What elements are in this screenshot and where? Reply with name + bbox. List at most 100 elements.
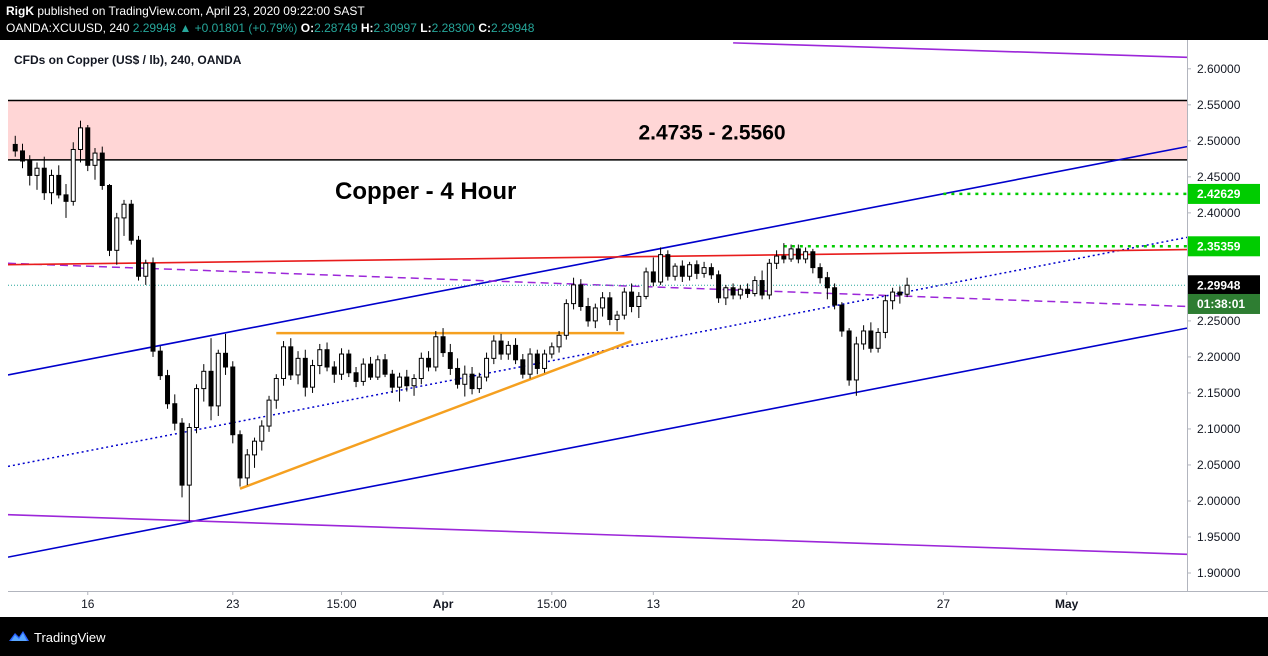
candle-body bbox=[861, 330, 867, 345]
y-tick-label: 2.25000 bbox=[1197, 314, 1241, 328]
price-change: ▲ +0.01801 (+0.79%) bbox=[179, 21, 298, 35]
candle-body bbox=[491, 340, 497, 359]
candle-body bbox=[186, 427, 192, 486]
chart-area[interactable]: 2.4735 - 2.5560 Copper - 4 Hour 2.60000 2.5… bbox=[0, 40, 1268, 617]
candle-body bbox=[687, 264, 693, 277]
candle-body bbox=[78, 127, 84, 150]
close-value: 2.29948 bbox=[490, 21, 535, 35]
x-tick-label: May bbox=[1055, 597, 1079, 611]
candle-body bbox=[404, 376, 410, 387]
x-tick-label: 13 bbox=[647, 597, 661, 611]
candle-body bbox=[259, 425, 265, 442]
candle-body bbox=[447, 352, 453, 369]
candle-body bbox=[672, 265, 678, 277]
publisher-name[interactable]: RigK bbox=[6, 4, 34, 18]
candle-body bbox=[563, 303, 569, 336]
candle-body bbox=[571, 284, 577, 305]
y-tick-label: 2.55000 bbox=[1197, 98, 1241, 112]
candle-body bbox=[244, 454, 250, 479]
price-tag-box bbox=[1188, 275, 1260, 296]
candle-body bbox=[904, 284, 910, 295]
footer-brand[interactable]: TradingView bbox=[34, 630, 106, 645]
candle-body bbox=[498, 340, 504, 355]
x-tick-label: 23 bbox=[226, 597, 240, 611]
candle-body bbox=[317, 349, 323, 367]
candle-body bbox=[679, 265, 685, 277]
price-chart[interactable]: 2.4735 - 2.5560 Copper - 4 Hour 2.60000 2.5… bbox=[0, 40, 1268, 617]
y-tick-label: 2.20000 bbox=[1197, 350, 1241, 364]
zone-range-label: 2.4735 - 2.5560 bbox=[638, 121, 785, 144]
low-label: L: bbox=[420, 21, 432, 35]
x-tick-label: 15:00 bbox=[537, 597, 567, 611]
candle-body bbox=[230, 366, 236, 436]
candle-body bbox=[868, 330, 874, 349]
candle-body bbox=[70, 148, 76, 202]
candle-body bbox=[288, 346, 294, 376]
candle-body bbox=[585, 305, 591, 322]
candle-body bbox=[92, 152, 98, 166]
price-tag-label: 01:38:01 bbox=[1197, 297, 1245, 311]
candle-body bbox=[157, 350, 163, 377]
candle-body bbox=[592, 307, 598, 322]
candle-body bbox=[759, 280, 765, 296]
candle-body bbox=[839, 304, 845, 332]
candle-body bbox=[853, 343, 859, 381]
candle-body bbox=[636, 295, 642, 307]
candle-body bbox=[331, 366, 337, 375]
price-tag-box bbox=[1188, 183, 1260, 204]
y-tick-label: 2.05000 bbox=[1197, 458, 1241, 472]
y-tick-label: 2.45000 bbox=[1197, 170, 1241, 184]
candle-body bbox=[179, 422, 185, 486]
candle-body bbox=[266, 399, 272, 427]
publish-text: published on TradingView.com, April 23, … bbox=[37, 4, 365, 18]
x-tick-label: 16 bbox=[81, 597, 95, 611]
candle-body bbox=[803, 251, 809, 260]
main-chart-annotation: Copper - 4 Hour bbox=[335, 178, 516, 205]
candle-body bbox=[34, 167, 40, 176]
chart-title: CFDs on Copper (US$ / lb), 240, OANDA bbox=[14, 53, 242, 67]
candle-body bbox=[63, 194, 69, 202]
candle-body bbox=[440, 336, 446, 354]
candle-body bbox=[520, 359, 526, 375]
plot-group bbox=[8, 42, 1187, 558]
high-value: 2.30997 bbox=[373, 21, 417, 35]
candle-body bbox=[136, 239, 142, 277]
candle-body bbox=[41, 167, 47, 194]
candle-body bbox=[643, 271, 649, 297]
trendline-purple-dashed bbox=[8, 262, 1187, 308]
candle-body bbox=[150, 262, 156, 352]
candle-body bbox=[99, 152, 105, 186]
y-tick-label: 2.10000 bbox=[1197, 422, 1241, 436]
candle-body bbox=[143, 262, 149, 277]
trendline-orange-rising bbox=[239, 339, 633, 490]
candle-body bbox=[781, 255, 787, 260]
candle-body bbox=[607, 297, 613, 320]
candle-body bbox=[85, 127, 91, 166]
candle-body bbox=[302, 357, 308, 388]
symbol-info: OANDA:XCUUSD, 240 2.29948 ▲ +0.01801 (+0… bbox=[6, 21, 534, 36]
candle-body bbox=[382, 359, 388, 375]
candle-body bbox=[469, 373, 475, 390]
candle-body bbox=[824, 277, 830, 289]
candle-body bbox=[534, 353, 540, 369]
candle-body bbox=[324, 349, 330, 368]
candle-body bbox=[716, 274, 722, 299]
candle-body bbox=[621, 291, 627, 316]
y-tick-label: 2.15000 bbox=[1197, 386, 1241, 400]
candle-body bbox=[578, 284, 584, 307]
high-label: H: bbox=[360, 21, 374, 35]
candle-body bbox=[665, 254, 671, 277]
candle-body bbox=[542, 353, 548, 369]
tradingview-logo-icon[interactable] bbox=[8, 629, 30, 643]
candle-body bbox=[310, 365, 316, 388]
candle-body bbox=[614, 314, 620, 320]
candle-body bbox=[832, 287, 838, 306]
candle-body bbox=[201, 370, 207, 390]
candle-body bbox=[556, 334, 562, 348]
candle-body bbox=[723, 287, 729, 299]
candle-body bbox=[455, 367, 461, 385]
y-tick-label: 1.90000 bbox=[1197, 566, 1241, 580]
candle-body bbox=[223, 352, 229, 368]
candle-body bbox=[114, 217, 120, 251]
price-tag-box bbox=[1188, 293, 1260, 314]
